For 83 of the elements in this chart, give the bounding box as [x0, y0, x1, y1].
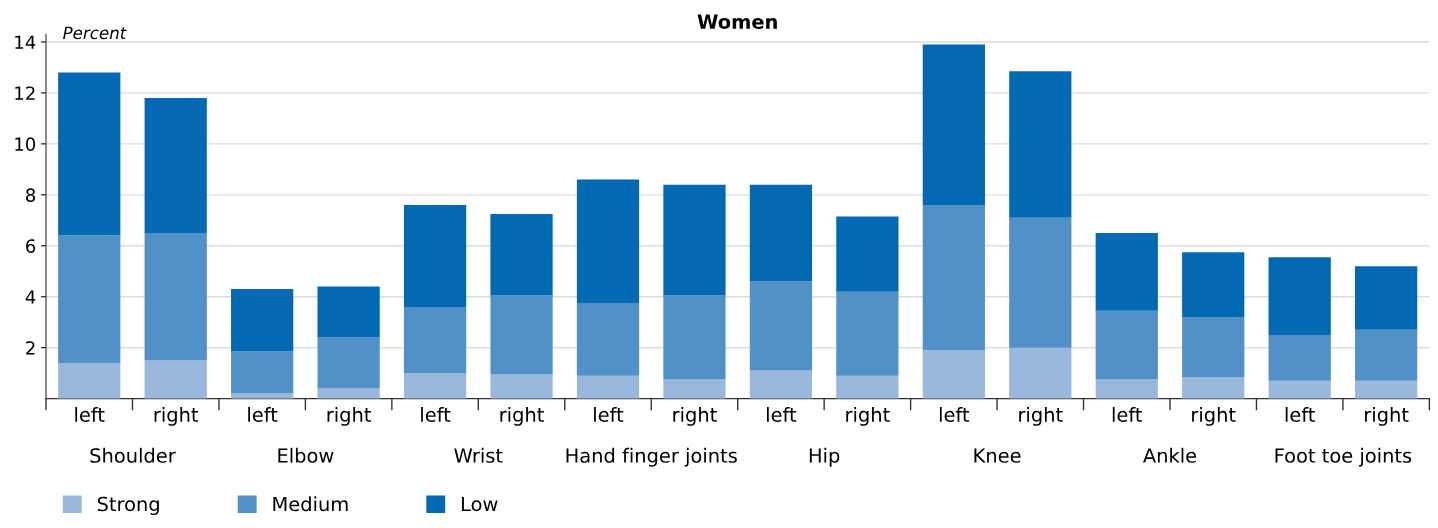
bar — [749, 281, 813, 371]
bar — [1355, 329, 1418, 381]
bar — [836, 216, 899, 292]
bar — [1268, 380, 1331, 399]
y-tick-label: 2 — [26, 341, 35, 355]
y-tick-label: 6 — [26, 239, 36, 253]
bar — [1009, 71, 1072, 218]
bar — [663, 295, 726, 380]
bar — [403, 306, 467, 374]
bar — [58, 72, 121, 236]
x-tick-label: left — [1112, 406, 1143, 423]
bar — [922, 350, 985, 399]
x-tick-label: right — [154, 406, 199, 426]
x-tick-label: left — [75, 406, 105, 423]
bar — [576, 375, 640, 399]
x-tick-label: left — [248, 406, 278, 423]
bar — [749, 370, 813, 399]
bar — [836, 375, 899, 399]
x-tick-label: right — [1192, 406, 1236, 426]
bar — [490, 374, 553, 399]
x-tick-label: left — [939, 406, 970, 423]
chart-title: Women — [697, 14, 777, 30]
bar — [576, 179, 640, 304]
x-tick-label: right — [327, 406, 371, 426]
bar — [576, 303, 640, 376]
bar — [58, 362, 121, 399]
text: Foot toe joints — [1275, 447, 1412, 467]
y-axis-title: Percent — [63, 26, 127, 40]
legend-label: Low — [461, 496, 498, 512]
legend-label: Strong — [97, 496, 159, 516]
bar — [144, 360, 207, 399]
text: Elbow — [278, 447, 334, 463]
y-tick-label: 12 — [15, 86, 35, 100]
bar — [1095, 379, 1158, 399]
y-tick-label: 8 — [26, 188, 36, 202]
x-tick-label: left — [767, 406, 797, 423]
y-tick-label: 14 — [15, 35, 36, 49]
bar — [490, 295, 553, 375]
x-tick-label: right — [846, 406, 890, 426]
text: Hip — [809, 447, 840, 467]
bar — [144, 233, 207, 361]
y-tick-label: 10 — [15, 137, 36, 151]
bar — [922, 205, 985, 351]
bar — [1009, 347, 1072, 399]
text: Knee — [974, 448, 1021, 463]
bar — [1268, 257, 1331, 335]
bar — [1095, 310, 1158, 380]
x-tick-label: right — [500, 406, 544, 426]
bar — [403, 373, 467, 399]
bar — [1182, 317, 1245, 377]
bar — [1009, 217, 1072, 348]
bar — [749, 184, 813, 282]
legend-label: Medium — [273, 496, 348, 512]
bar — [922, 44, 985, 206]
bar — [317, 286, 380, 338]
x-tick-label: left — [1285, 406, 1315, 423]
bar — [1268, 334, 1331, 381]
bar — [1355, 380, 1418, 399]
bar — [58, 235, 121, 363]
bar — [1182, 376, 1245, 399]
bar — [144, 98, 207, 234]
bar — [317, 337, 380, 389]
text: Shoulder — [90, 447, 176, 463]
x-tick-label: right — [1019, 406, 1063, 426]
bar — [403, 205, 467, 307]
bar — [1095, 233, 1158, 311]
bar — [231, 289, 294, 352]
bar — [490, 213, 553, 296]
x-tick-label: right — [1365, 406, 1409, 426]
bar — [663, 184, 726, 296]
x-tick-label: right — [673, 406, 717, 426]
text: Hand finger joints — [566, 447, 737, 467]
bar — [1355, 266, 1418, 330]
y-tick-label: 4 — [25, 290, 36, 304]
bar — [836, 291, 899, 376]
text: Wrist — [454, 447, 503, 463]
x-tick-label: left — [594, 406, 624, 423]
bar — [231, 351, 294, 394]
bar — [663, 379, 726, 399]
bar — [317, 388, 380, 399]
bar — [1182, 252, 1245, 318]
text: Ankle — [1143, 447, 1197, 463]
x-tick-label: left — [421, 406, 451, 423]
